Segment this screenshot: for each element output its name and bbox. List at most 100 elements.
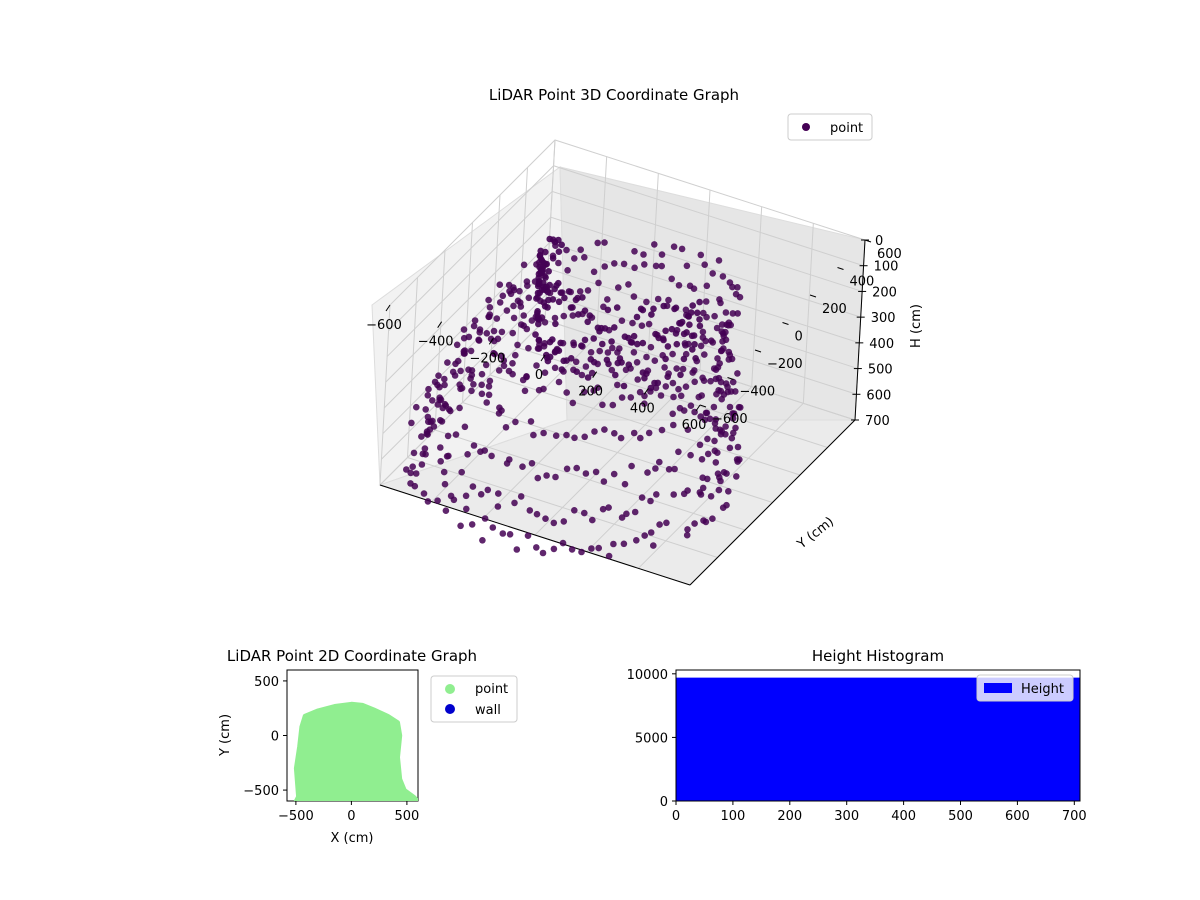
point-3d [555, 248, 563, 255]
point-3d [500, 362, 508, 370]
point-3d [651, 357, 659, 365]
point-3d [684, 526, 691, 533]
legend-histogram-label: Height [1021, 682, 1064, 697]
point-3d [712, 416, 720, 423]
point-3d [657, 392, 665, 399]
point-3d [609, 344, 616, 352]
point-3d [437, 417, 444, 424]
y-tick-label-3d: −200 [767, 357, 803, 372]
point-3d [643, 353, 650, 361]
point-3d [638, 494, 646, 501]
point-3d [723, 470, 730, 477]
point-3d [563, 389, 570, 396]
point-3d [551, 314, 559, 322]
point-3d [715, 374, 723, 382]
point-3d [517, 493, 525, 500]
point-3d [512, 418, 519, 426]
point-3d [496, 299, 504, 306]
point-3d [408, 419, 415, 427]
point-3d [488, 452, 495, 460]
point-3d [441, 375, 448, 383]
point-3d [656, 521, 663, 528]
point-3d [644, 469, 651, 476]
point-3d [714, 470, 722, 478]
point-3d [601, 325, 609, 332]
point-3d [714, 449, 721, 457]
scatter-2d-point-cloud [293, 701, 418, 801]
point-3d [689, 302, 696, 309]
point-3d [654, 295, 662, 303]
point-3d [665, 296, 672, 304]
point-3d [708, 337, 715, 345]
point-3d [464, 451, 471, 458]
point-3d [486, 377, 494, 385]
point-3d [647, 343, 655, 351]
point-3d [444, 359, 451, 366]
point-3d [711, 437, 718, 445]
point-3d [461, 423, 469, 431]
point-3d [707, 377, 714, 385]
z-tick-label-3d: 200 [872, 285, 897, 300]
point-3d [732, 424, 739, 432]
point-3d [718, 328, 726, 335]
chart-2d: LiDAR Point 2D Coordinate Graph −500 0 500… [218, 647, 518, 846]
point-3d [724, 383, 731, 391]
z-axis-line [854, 239, 866, 421]
point-3d [520, 261, 528, 269]
x-axis-label-2d: X (cm) [331, 831, 374, 846]
point-3d [701, 351, 708, 358]
point-3d [683, 329, 690, 336]
grid-3d [379, 139, 866, 586]
point-3d [456, 404, 463, 412]
point-3d [502, 424, 510, 431]
point-3d [424, 392, 432, 399]
point-3d [662, 327, 669, 335]
point-3d [527, 418, 535, 425]
point-3d [525, 344, 532, 352]
point-3d [612, 371, 619, 379]
point-3d [668, 325, 676, 333]
point-3d [486, 304, 494, 311]
point-3d [418, 461, 426, 468]
point-3d [702, 298, 710, 305]
point-3d [477, 491, 485, 498]
point-3d [541, 369, 549, 377]
point-3d [561, 294, 568, 302]
x-tick-label-histogram: 600 [1005, 809, 1030, 824]
point-3d [652, 465, 659, 472]
point-3d [420, 490, 428, 497]
point-3d [687, 309, 695, 316]
x-tick-mark-3d [540, 354, 546, 362]
point-3d [638, 322, 646, 330]
point-3d [696, 298, 703, 306]
point-3d [734, 310, 741, 317]
point-3d [732, 290, 740, 298]
legend-3d: point [787, 113, 873, 141]
x-axis-line [379, 484, 691, 586]
point-3d [692, 355, 699, 362]
point-3d [570, 339, 577, 347]
point-3d [573, 464, 580, 472]
point-3d [713, 390, 720, 398]
point-3d [557, 289, 565, 297]
point-3d [605, 360, 612, 368]
point-3d [490, 327, 498, 335]
point-3d [458, 468, 466, 476]
point-3d [620, 382, 628, 390]
point-3d [505, 367, 513, 375]
point-3d [413, 403, 420, 411]
point-3d [419, 450, 427, 458]
point-3d [682, 383, 690, 391]
point-3d [512, 351, 519, 359]
z-tick-label-3d: 300 [871, 311, 896, 326]
y-tick-label-2d: −500 [243, 784, 279, 799]
point-3d [711, 312, 718, 320]
grid-line-z [385, 216, 861, 383]
point-3d [650, 305, 657, 313]
point-3d [734, 370, 741, 377]
y-tick-label-3d: −600 [712, 412, 748, 427]
point-3d [516, 299, 524, 306]
point-3d [665, 466, 673, 473]
point-3d [672, 330, 680, 337]
point-3d [550, 519, 558, 527]
